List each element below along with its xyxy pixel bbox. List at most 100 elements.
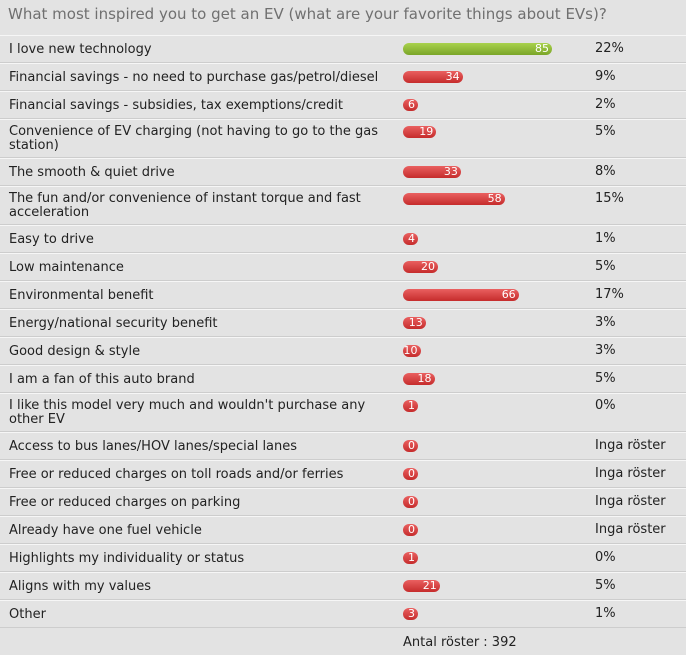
- vote-percent: 22%: [595, 41, 624, 56]
- vote-percent: 3%: [595, 315, 616, 330]
- vote-count: 0: [408, 523, 415, 536]
- result-bar: 18: [403, 373, 435, 385]
- vote-count: 19: [419, 125, 434, 138]
- vote-percent: 17%: [595, 287, 624, 302]
- result-row: Easy to drive 4 1%: [0, 225, 686, 253]
- result-row: Low maintenance 20 5%: [0, 253, 686, 281]
- vote-percent: 2%: [595, 97, 616, 112]
- result-label: The fun and/or convenience of instant to…: [9, 191, 361, 220]
- result-row: Financial savings - no need to purchase …: [0, 63, 686, 91]
- result-label: Highlights my individuality or status: [9, 551, 245, 566]
- result-bar: 1: [403, 552, 418, 564]
- result-row: The fun and/or convenience of instant to…: [0, 186, 686, 225]
- result-row: Highlights my individuality or status 1 0%: [0, 544, 686, 572]
- result-label: I am a fan of this auto brand: [9, 372, 195, 387]
- result-row: Good design & style 10 3%: [0, 337, 686, 365]
- result-label: Already have one fuel vehicle: [9, 523, 202, 538]
- result-label: I like this model very much and wouldn't…: [9, 398, 366, 427]
- result-label: Low maintenance: [9, 260, 124, 275]
- vote-count: 1: [408, 399, 415, 412]
- vote-count: 20: [421, 260, 436, 273]
- vote-count: 0: [408, 439, 415, 452]
- result-row: Free or reduced charges on toll roads an…: [0, 460, 686, 488]
- result-row: I am a fan of this auto brand 18 5%: [0, 365, 686, 393]
- total-votes: Antal röster : 392: [403, 635, 517, 650]
- result-label: Other: [9, 607, 46, 622]
- result-label: Easy to drive: [9, 232, 94, 247]
- result-label: Financial savings - subsidies, tax exemp…: [9, 98, 343, 113]
- result-row: Environmental benefit 66 17%: [0, 281, 686, 309]
- result-row: Access to bus lanes/HOV lanes/special la…: [0, 432, 686, 460]
- result-bar: 6: [403, 99, 418, 111]
- result-row: The smooth & quiet drive 33 8%: [0, 158, 686, 186]
- result-bar: 0: [403, 524, 418, 536]
- result-label: Environmental benefit: [9, 288, 154, 303]
- result-bar: 1: [403, 400, 418, 412]
- result-label: Aligns with my values: [9, 579, 151, 594]
- vote-count: 0: [408, 495, 415, 508]
- vote-count: 1: [408, 551, 415, 564]
- vote-percent: 9%: [595, 69, 616, 84]
- vote-count: 13: [408, 316, 423, 329]
- vote-percent: 1%: [595, 231, 616, 246]
- vote-percent: Inga röster: [595, 522, 666, 537]
- result-row: Financial savings - subsidies, tax exemp…: [0, 91, 686, 119]
- vote-percent: Inga röster: [595, 438, 666, 453]
- result-bar: 66: [403, 289, 519, 301]
- result-label: Energy/national security benefit: [9, 316, 218, 331]
- vote-count: 18: [417, 372, 432, 385]
- vote-count: 4: [408, 232, 415, 245]
- vote-count: 21: [422, 579, 437, 592]
- result-bar: 33: [403, 166, 461, 178]
- result-bar: 0: [403, 440, 418, 452]
- result-row: Already have one fuel vehicle 0 Inga röste…: [0, 516, 686, 544]
- vote-percent: 1%: [595, 606, 616, 621]
- result-row: Free or reduced charges on parking 0 Inga …: [0, 488, 686, 516]
- vote-count: 3: [408, 607, 415, 620]
- result-bar: 13: [403, 317, 426, 329]
- result-label: Financial savings - no need to purchase …: [9, 70, 379, 85]
- vote-percent: 8%: [595, 164, 616, 179]
- vote-count: 58: [487, 192, 502, 205]
- result-label: Free or reduced charges on toll roads an…: [9, 467, 344, 482]
- vote-count: 85: [535, 42, 549, 55]
- result-row: Convenience of EV charging (not having t…: [0, 119, 686, 158]
- result-row: Aligns with my values 21 5%: [0, 572, 686, 600]
- result-row: Other 3 1%: [0, 600, 686, 628]
- result-bar: 34: [403, 71, 463, 83]
- result-label: Convenience of EV charging (not having t…: [9, 124, 378, 153]
- result-bar: 0: [403, 468, 418, 480]
- vote-percent: 5%: [595, 578, 616, 593]
- vote-percent: 3%: [595, 343, 616, 358]
- vote-percent: Inga röster: [595, 494, 666, 509]
- poll-title: What most inspired you to get an EV (wha…: [8, 5, 607, 23]
- result-bar: 4: [403, 233, 418, 245]
- result-bar: 3: [403, 608, 418, 620]
- vote-percent: Inga röster: [595, 466, 666, 481]
- result-row: I love new technology 85 22%: [0, 35, 686, 63]
- result-row: I like this model very much and wouldn't…: [0, 393, 686, 432]
- vote-percent: 5%: [595, 371, 616, 386]
- result-bar: 19: [403, 125, 437, 138]
- vote-count: 0: [408, 467, 415, 480]
- vote-percent: 15%: [595, 191, 624, 206]
- result-bar: 85: [403, 43, 552, 55]
- vote-percent: 5%: [595, 124, 616, 139]
- vote-count: 33: [443, 165, 458, 178]
- result-label: The smooth & quiet drive: [9, 165, 175, 180]
- result-bar: 20: [403, 260, 439, 273]
- vote-percent: 0%: [595, 398, 616, 413]
- result-label: Access to bus lanes/HOV lanes/special la…: [9, 439, 298, 454]
- result-bar: 0: [403, 496, 418, 508]
- result-bar: 21: [403, 580, 440, 592]
- vote-percent: 5%: [595, 259, 616, 274]
- vote-percent: 0%: [595, 550, 616, 565]
- result-label: I love new technology: [9, 42, 152, 57]
- result-row: Energy/national security benefit 13 3%: [0, 309, 686, 337]
- vote-count: 10: [403, 344, 418, 357]
- vote-count: 6: [408, 98, 415, 111]
- result-bar: 58: [403, 193, 505, 205]
- result-bar: 10: [403, 345, 421, 357]
- poll-results-list: I love new technology 85 22% Financial savi…: [0, 35, 686, 628]
- vote-count: 34: [445, 70, 460, 83]
